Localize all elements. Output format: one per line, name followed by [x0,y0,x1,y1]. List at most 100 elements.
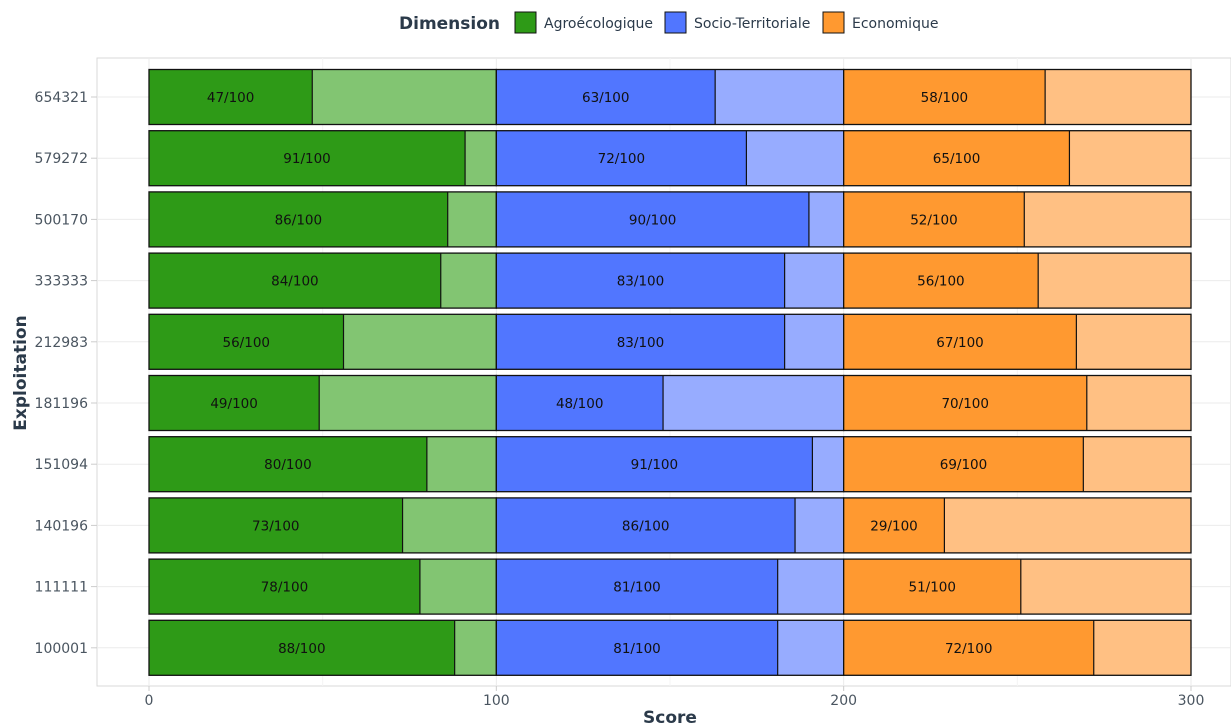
bar-remainder [784,253,844,309]
data-label: 81/100 [613,580,661,596]
bar-score [843,559,1021,615]
bar-remainder [1038,253,1191,309]
bar-remainder [1076,314,1191,370]
data-label: 69/100 [940,457,988,473]
bar-score [496,559,778,615]
bar-score [843,620,1094,676]
bar-outline [843,191,1192,248]
bar-score [496,620,778,676]
bar-remainder [812,436,844,492]
bar-remainder [746,130,844,186]
y-axis-title: Exploitation [11,315,31,430]
x-axis-title: Score [643,708,697,726]
bar-remainder [1093,620,1191,676]
bar-remainder [319,375,497,431]
bar-score [496,314,785,370]
bar-remainder [1086,375,1191,431]
bar-remainder [426,436,497,492]
bar-score [149,375,320,431]
bar-outline [843,436,1192,493]
y-tick-label: 181196 [35,396,89,412]
bar-outline [843,497,1192,554]
y-tick-label: 100001 [35,641,88,657]
data-label: 70/100 [941,396,989,412]
data-label: 58/100 [921,90,969,106]
bar-score [843,253,1039,309]
legend-key [822,11,845,34]
bar-remainder [944,497,1191,553]
y-tick-label: 140196 [35,518,89,534]
bar-score [843,314,1077,370]
bar-remainder [447,191,497,247]
bar-score [496,69,716,125]
bar-score [843,436,1084,492]
y-tick-label: 500170 [35,212,88,228]
bar-outline [843,252,1192,309]
data-label: 80/100 [264,457,312,473]
bar-remainder [1069,130,1191,186]
bar-score [496,253,785,309]
bar-remainder [795,497,844,553]
data-label: 84/100 [271,274,319,290]
bar-score [496,497,796,553]
bar-remainder [1083,436,1191,492]
data-label: 56/100 [917,274,965,290]
data-label: 81/100 [613,641,661,657]
bar-remainder [419,559,497,615]
data-label: 67/100 [936,335,984,351]
x-tick-label: 100 [483,693,510,709]
data-label: 72/100 [598,151,646,167]
bar-score [496,375,664,431]
legend-title: Dimension [399,14,500,34]
data-label: 91/100 [631,457,679,473]
data-label: 29/100 [870,518,918,534]
bar-remainder [1020,559,1191,615]
data-label: 51/100 [908,580,956,596]
bar-outline [843,619,1192,676]
x-tick-label: 300 [1178,693,1205,709]
legend: Dimension Agroécologique Socio-Territorial… [399,11,938,34]
y-tick-label: 654321 [35,90,88,106]
bar-remainder [777,559,844,615]
bar-remainder [1024,191,1191,247]
bar-remainder [808,191,844,247]
y-tick-label: 579272 [35,151,88,167]
bar-score [843,130,1070,186]
bar-remainder [663,375,844,431]
bar-remainder [454,620,497,676]
data-label: 52/100 [910,212,958,228]
y-tick-label: 333333 [35,274,88,290]
bars: 47/100 63/100 58/100 91/100 72/100 65/100 86/1… [148,68,1192,676]
legend-key [514,11,537,34]
data-label: 83/100 [617,274,665,290]
bar-score [496,436,813,492]
bar-score [149,620,455,676]
data-label: 63/100 [582,90,630,106]
bar-remainder [784,314,844,370]
data-label: 65/100 [933,151,981,167]
bar-score [149,69,313,125]
bar-remainder [465,130,497,186]
bar-score [149,559,420,615]
y-tick-label: 111111 [35,580,88,596]
bar-remainder [343,314,497,370]
x-tick-label: 200 [830,693,857,709]
bar-score [149,253,441,309]
bar-score [496,130,747,186]
axes: 654321 579272 500170 333333 212983 181196 1510… [35,90,1205,709]
data-label: 72/100 [945,641,993,657]
bar-score [149,191,448,247]
data-label: 56/100 [223,335,271,351]
legend-key [664,11,687,34]
legend-label: Agroécologique [544,16,653,32]
data-label: 91/100 [283,151,331,167]
data-label: 73/100 [252,518,300,534]
bar-remainder [777,620,844,676]
data-label: 83/100 [617,335,665,351]
data-label: 88/100 [278,641,326,657]
data-label: 86/100 [622,518,670,534]
plot-panel-border [96,57,1231,687]
bar-outline [843,130,1192,187]
x-tick-label: 0 [145,693,154,709]
